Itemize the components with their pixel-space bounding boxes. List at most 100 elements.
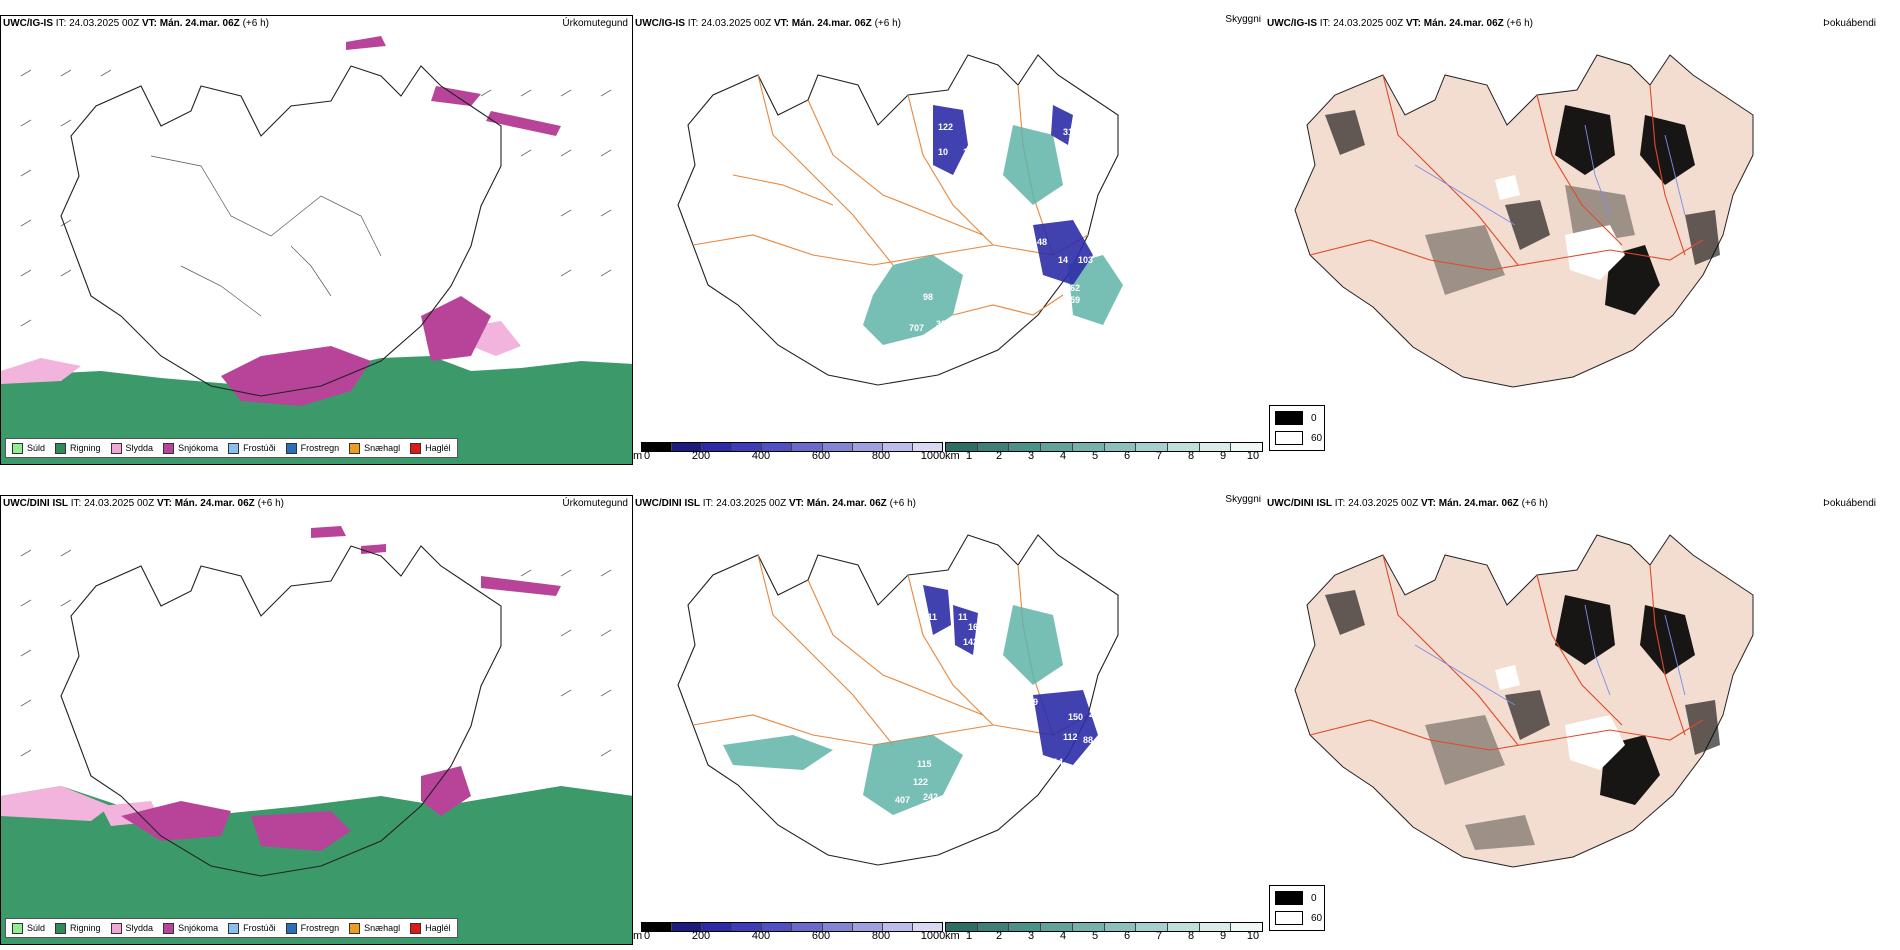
- tick-km: 2: [995, 930, 1003, 942]
- vis-label: 14: [1053, 757, 1063, 767]
- valid-label: VT:: [1405, 18, 1421, 29]
- legend-item: Slydda: [110, 442, 153, 454]
- tick-km: 6: [1123, 930, 1131, 942]
- product-name: Úrkomutegund: [562, 498, 628, 509]
- tick-m: 1000: [920, 930, 946, 942]
- vis-label: 122: [913, 777, 928, 787]
- rain-area: [1, 356, 632, 464]
- valid-label: VT:: [773, 18, 789, 29]
- visibility-colorbar-top: m 0 200 400 600 800 1000 km 1 2 3 4 5 6 …: [633, 438, 1265, 465]
- legend-item: Frostregn: [285, 922, 339, 934]
- init-time: 24.03.2025 00Z: [84, 498, 155, 509]
- glacier-hole: [1495, 665, 1625, 770]
- vis-label: 14: [1058, 255, 1068, 265]
- vis-label: 142: [963, 637, 978, 647]
- vis-label: 111: [923, 612, 937, 622]
- vis-labels: 122 10 13 353 44 48 31 14 152 103 162 15…: [901, 122, 1106, 362]
- glacier-hole: [1495, 175, 1625, 280]
- vis-label: 329: [936, 319, 951, 329]
- sleet-area: [1, 321, 521, 384]
- legend-item: Snæhagl: [349, 922, 400, 934]
- legend-item: Frostúði: [228, 442, 276, 454]
- unit-m: m: [633, 930, 643, 942]
- unit-m: m: [633, 450, 643, 462]
- legend-item: Haglél: [410, 442, 451, 454]
- vis-label: 10: [938, 147, 948, 157]
- tick-m: 800: [871, 450, 891, 462]
- iceland-coast: [60, 65, 502, 397]
- vis-label: 48: [1037, 237, 1047, 247]
- rivers: [1414, 604, 1686, 706]
- vis-label: 150: [1068, 712, 1083, 722]
- tick-m: 400: [751, 930, 771, 942]
- legend-item: Snjókoma: [163, 922, 218, 934]
- precip-legend: Súld Rigning Slydda Snjókoma Frostúði Fr…: [5, 438, 458, 458]
- coast-detail: [150, 155, 382, 317]
- vis-label: 122: [938, 122, 953, 132]
- tick-km: 10: [1246, 930, 1260, 942]
- valid-label: VT:: [141, 18, 157, 29]
- lead-time: (+6 h): [1506, 18, 1533, 29]
- legend-item: Súld: [12, 922, 45, 934]
- colorbar-m: [641, 442, 943, 452]
- vis-label: 31: [1063, 127, 1073, 137]
- tick-km: 9: [1219, 450, 1227, 462]
- tick-m: 0: [643, 930, 651, 942]
- valid-time: Mán. 24.mar. 06Z: [806, 498, 887, 509]
- visibility-map: 122 10 13 353 44 48 31 14 152 103 162 15…: [677, 54, 1123, 386]
- snow-area: [121, 526, 561, 851]
- vis-label: 13: [963, 147, 973, 157]
- colorbar-m: [641, 922, 943, 932]
- vis-label: 11: [958, 612, 968, 622]
- vis-label: 159: [1065, 295, 1080, 305]
- panel-header: UWC/DINI ISL IT: 24.03.2025 00Z VT: Mán.…: [1267, 495, 1900, 513]
- tick-km: 7: [1155, 450, 1163, 462]
- fog-map: [1294, 54, 1754, 388]
- init-time: 24.03.2025 00Z: [1348, 498, 1419, 509]
- product-name: Skyggni: [1225, 495, 1261, 505]
- lead-time: (+6 h): [257, 498, 284, 509]
- snow-area: [221, 36, 561, 406]
- valid-time: Mán. 24.mar. 06Z: [174, 498, 255, 509]
- legend-item: Snæhagl: [349, 442, 400, 454]
- unit-km: km: [945, 930, 960, 942]
- init-label: IT:: [1334, 498, 1346, 509]
- product-name: Skyggni: [1225, 15, 1261, 25]
- product-name: Þokuábendi: [1823, 18, 1876, 29]
- tick-km: 10: [1246, 450, 1260, 462]
- model-name: UWC/IG-IS: [635, 18, 685, 29]
- fog-legend-top: 0 60: [1269, 405, 1325, 451]
- tick-km: 5: [1091, 930, 1099, 942]
- vis-label: 152: [1091, 227, 1106, 237]
- fog-legend-light: 60: [1311, 432, 1323, 444]
- model-name: UWC/DINI ISL: [3, 498, 68, 509]
- init-label: IT:: [702, 498, 714, 509]
- fog-legend-dark: 0: [1311, 412, 1317, 424]
- lead-time: (+6 h): [889, 498, 916, 509]
- tick-km: 7: [1155, 930, 1163, 942]
- unit-km: km: [945, 450, 960, 462]
- tick-km: 3: [1027, 450, 1035, 462]
- init-label: IT:: [55, 18, 67, 29]
- vis-labels: 111 11 16 142 29 95 150 203 112 88 14 11…: [895, 612, 1104, 840]
- visibility-map: 111 11 16 142 29 95 150 203 112 88 14 11…: [677, 534, 1119, 866]
- product-name: Þokuábendi: [1823, 498, 1876, 509]
- vis-label: 162: [1065, 283, 1080, 293]
- tick-m: 0: [643, 450, 651, 462]
- tick-m: 200: [691, 930, 711, 942]
- panel-header: UWC/IG-IS IT: 24.03.2025 00Z VT: Mán. 24…: [3, 16, 632, 33]
- colorbar-km: [945, 922, 1263, 932]
- legend-item: Snjókoma: [163, 442, 218, 454]
- model-name: UWC/DINI ISL: [635, 498, 700, 509]
- lead-time: (+6 h): [874, 18, 901, 29]
- fog-legend-dark: 0: [1311, 892, 1317, 904]
- init-time: 24.03.2025 00Z: [69, 18, 140, 29]
- tick-km: 8: [1187, 930, 1195, 942]
- init-label: IT:: [70, 498, 82, 509]
- precip-panel-top: UWC/IG-IS IT: 24.03.2025 00Z VT: Mán. 24…: [0, 15, 633, 465]
- tick-m: 400: [751, 450, 771, 462]
- vis-label: 204: [899, 830, 914, 840]
- precip-legend: Súld Rigning Slydda Snjókoma Frostúði Fr…: [5, 918, 458, 938]
- legend-item: Haglél: [410, 922, 451, 934]
- road-network: [1309, 74, 1704, 271]
